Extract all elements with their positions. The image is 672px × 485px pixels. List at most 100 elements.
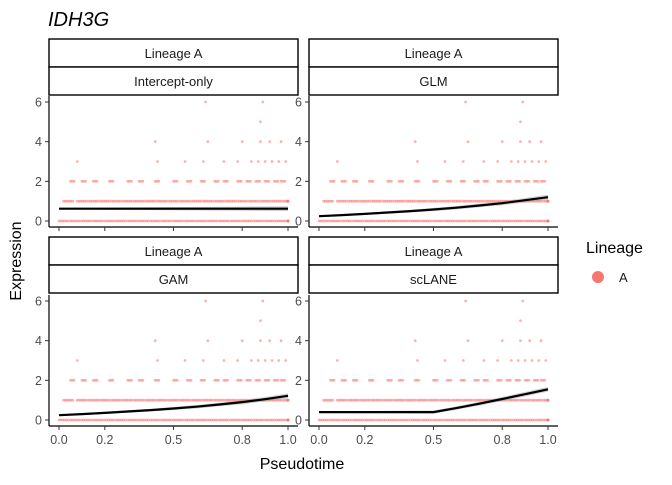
data-point bbox=[500, 339, 504, 343]
data-point bbox=[448, 199, 451, 203]
strip-model-4 bbox=[308, 264, 559, 294]
data-point bbox=[181, 219, 185, 223]
data-point bbox=[215, 418, 219, 422]
data-point bbox=[142, 398, 146, 402]
data-point bbox=[204, 299, 208, 303]
data-point bbox=[227, 219, 230, 223]
data-point bbox=[477, 378, 480, 382]
data-point bbox=[71, 398, 75, 402]
data-point bbox=[544, 418, 548, 422]
data-point bbox=[510, 219, 513, 223]
data-point bbox=[169, 418, 173, 422]
data-point bbox=[283, 378, 287, 382]
data-point bbox=[261, 299, 265, 303]
data-point bbox=[361, 418, 364, 422]
data-point bbox=[371, 378, 375, 382]
strip-lineage-label: Lineage A bbox=[145, 46, 203, 61]
data-point bbox=[406, 219, 410, 223]
data-point bbox=[203, 179, 207, 183]
data-point bbox=[112, 418, 116, 422]
y-tick-label: 4 bbox=[35, 334, 42, 348]
y-tick-label: 6 bbox=[295, 295, 302, 309]
data-point bbox=[146, 418, 150, 422]
data-point bbox=[201, 160, 205, 163]
data-point bbox=[519, 140, 522, 144]
data-point bbox=[284, 219, 288, 223]
data-point bbox=[119, 398, 123, 402]
data-point bbox=[222, 398, 226, 402]
data-point bbox=[543, 179, 547, 183]
data-point bbox=[199, 398, 203, 402]
data-point bbox=[510, 359, 513, 362]
data-point bbox=[509, 179, 512, 183]
data-point bbox=[546, 199, 550, 203]
data-point bbox=[435, 179, 439, 183]
data-point bbox=[199, 199, 203, 203]
data-point bbox=[279, 339, 283, 343]
x-tick-label: 0.5 bbox=[165, 433, 182, 447]
fitted-curve bbox=[318, 196, 549, 218]
legend-label-a: A bbox=[619, 270, 628, 285]
data-point bbox=[332, 179, 336, 183]
data-point bbox=[331, 398, 335, 402]
y-tick-label: 4 bbox=[295, 334, 302, 348]
fitted-curve bbox=[319, 388, 549, 414]
data-point bbox=[250, 160, 253, 163]
data-point bbox=[528, 398, 532, 402]
data-point bbox=[536, 179, 540, 183]
data-point bbox=[537, 160, 541, 163]
data-point bbox=[130, 199, 134, 203]
data-point bbox=[141, 378, 145, 382]
data-point bbox=[499, 378, 503, 382]
data-point bbox=[523, 359, 527, 362]
data-point bbox=[395, 418, 399, 422]
data-point bbox=[203, 378, 207, 382]
data-point bbox=[142, 199, 146, 203]
data-point bbox=[344, 179, 347, 183]
data-point bbox=[482, 199, 486, 203]
data-point bbox=[268, 199, 272, 203]
x-axis-title: Pseudotime bbox=[260, 456, 345, 473]
data-point bbox=[418, 418, 422, 422]
x-tick-label: 0.2 bbox=[356, 433, 373, 447]
data-point bbox=[521, 100, 525, 104]
data-point bbox=[276, 179, 280, 183]
data-point bbox=[250, 418, 253, 422]
data-point bbox=[477, 179, 480, 183]
data-point bbox=[183, 160, 187, 163]
data-point bbox=[169, 219, 173, 223]
data-point bbox=[463, 179, 466, 183]
data-point bbox=[222, 199, 226, 203]
data-point bbox=[259, 140, 262, 144]
data-point bbox=[345, 398, 348, 402]
fitted-curve bbox=[58, 394, 289, 417]
data-point bbox=[158, 418, 162, 422]
data-point bbox=[286, 219, 290, 223]
x-tick-label: 0.5 bbox=[425, 433, 442, 447]
data-point bbox=[499, 179, 503, 183]
data-point bbox=[250, 219, 253, 223]
data-point bbox=[206, 339, 210, 343]
data-point bbox=[516, 398, 520, 402]
x-tick-label: 0.2 bbox=[96, 433, 113, 447]
data-point bbox=[519, 120, 522, 124]
data-point bbox=[204, 418, 208, 422]
data-point bbox=[372, 418, 376, 422]
data-point bbox=[176, 199, 180, 203]
data-point bbox=[505, 398, 509, 402]
data-point bbox=[544, 219, 548, 223]
y-tick-label: 0 bbox=[295, 215, 302, 229]
data-point bbox=[270, 160, 274, 163]
data-point bbox=[238, 418, 242, 422]
data-point bbox=[425, 199, 428, 203]
data-point bbox=[89, 418, 93, 422]
data-point bbox=[361, 219, 364, 223]
chart-title: IDH3G bbox=[48, 9, 109, 31]
data-point bbox=[461, 359, 465, 362]
data-point bbox=[449, 179, 453, 183]
strip-model-label: Intercept-only bbox=[134, 74, 213, 89]
data-point bbox=[417, 179, 421, 183]
data-point bbox=[338, 219, 341, 223]
data-point bbox=[226, 378, 229, 382]
